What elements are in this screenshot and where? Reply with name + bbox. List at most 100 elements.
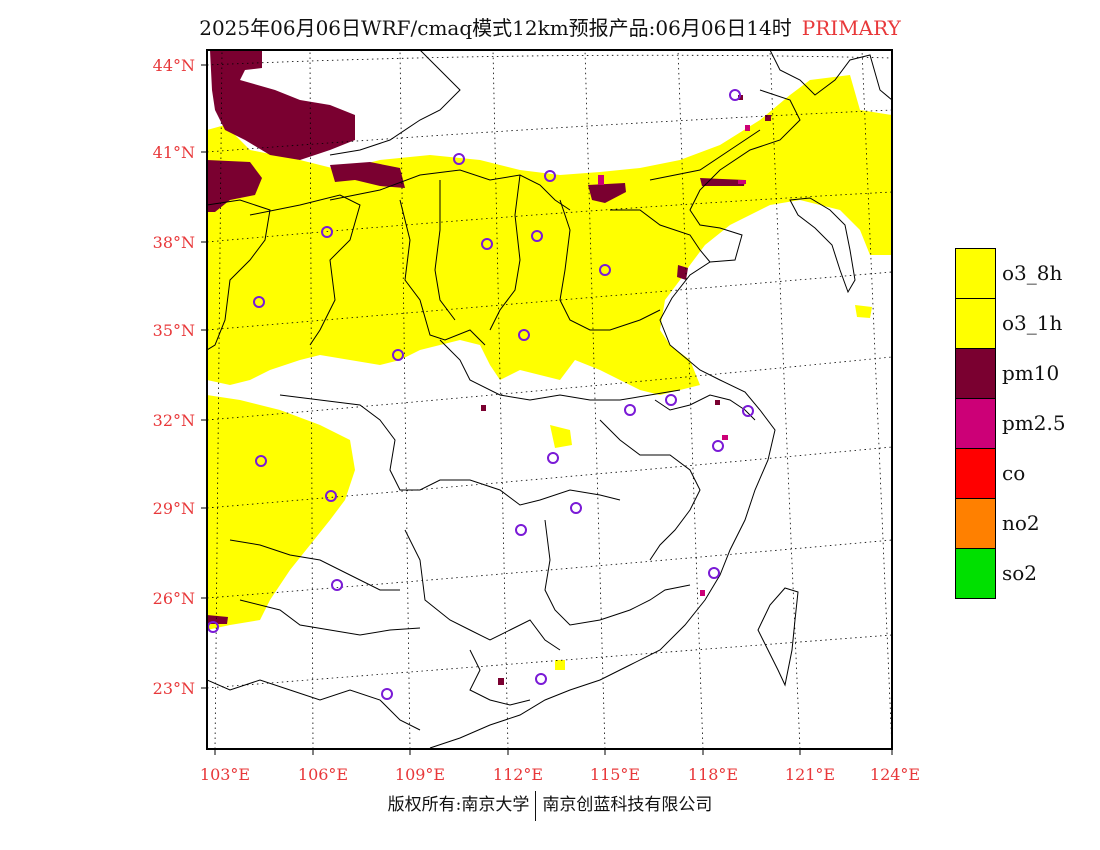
legend-label: co bbox=[1002, 461, 1026, 485]
province-line bbox=[279, 394, 621, 506]
pm25-pixel bbox=[745, 125, 750, 131]
pm25-pixel bbox=[722, 435, 728, 440]
legend-swatch bbox=[955, 448, 996, 499]
longitude-line bbox=[492, 50, 509, 749]
map-frame bbox=[206, 49, 893, 750]
legend-label: no2 bbox=[1002, 511, 1040, 535]
province-line bbox=[329, 169, 571, 211]
station-marker bbox=[712, 440, 724, 452]
legend-label: pm2.5 bbox=[1002, 411, 1066, 435]
legend-item-o3-1h: o3_1h bbox=[955, 298, 1085, 349]
legend-label: pm10 bbox=[1002, 361, 1060, 385]
ozone-patch bbox=[555, 660, 565, 670]
station-marker bbox=[392, 349, 404, 361]
province-line bbox=[610, 209, 711, 263]
lat-label-44n: 44°N bbox=[152, 56, 195, 75]
province-line bbox=[239, 599, 421, 636]
lon-label-121e: 121°E bbox=[784, 765, 836, 784]
pm10-region bbox=[588, 183, 626, 203]
station-marker bbox=[544, 170, 556, 182]
lon-label-124e: 124°E bbox=[869, 765, 921, 784]
province-line bbox=[404, 529, 561, 651]
station-marker bbox=[518, 329, 530, 341]
legend-swatch bbox=[955, 298, 996, 349]
lat-label-41n: 41°N bbox=[152, 143, 195, 162]
ozone-north-region bbox=[207, 75, 892, 395]
copyright-footer: 版权所有:南京大学 南京创蓝科技有限公司 bbox=[0, 790, 1100, 821]
legend-item-co: co bbox=[955, 448, 1085, 499]
pm10-pixel bbox=[715, 400, 720, 405]
legend-item-no2: no2 bbox=[955, 498, 1085, 549]
province-line bbox=[599, 419, 701, 561]
pm10-region bbox=[210, 50, 355, 160]
station-marker bbox=[547, 452, 559, 464]
title-text: 2025年06月06日WRF/cmaq模式12km预报产品:06月06日14时 bbox=[199, 16, 792, 40]
longitude-line bbox=[399, 50, 411, 749]
station-marker bbox=[255, 455, 267, 467]
graticule bbox=[207, 50, 892, 749]
station-marker bbox=[708, 567, 720, 579]
province-line bbox=[559, 199, 661, 331]
legend-label: o3_8h bbox=[1002, 261, 1063, 285]
pm10-pixel bbox=[765, 115, 771, 121]
border-northeast bbox=[769, 50, 892, 101]
legend-item-pm10: pm10 bbox=[955, 348, 1085, 399]
station-marker bbox=[535, 673, 547, 685]
station-marker bbox=[481, 238, 493, 250]
station-marker bbox=[331, 579, 343, 591]
pm25-pixel bbox=[700, 590, 705, 596]
lat-label-23n: 23°N bbox=[152, 679, 195, 698]
legend-swatch bbox=[955, 398, 996, 449]
station-marker bbox=[729, 89, 741, 101]
pm10-pixel bbox=[738, 95, 743, 100]
province-line bbox=[434, 180, 456, 321]
taiwan-outline bbox=[757, 587, 799, 687]
boundary-lines bbox=[207, 50, 892, 749]
province-line bbox=[469, 649, 531, 706]
station-marker bbox=[531, 230, 543, 242]
latitude-line bbox=[207, 109, 892, 153]
footer-divider bbox=[535, 790, 537, 821]
legend-swatch bbox=[955, 248, 996, 299]
station-marker bbox=[453, 153, 465, 165]
lon-label-109e: 109°E bbox=[394, 765, 446, 784]
pm10-region bbox=[700, 178, 745, 186]
station-marker bbox=[570, 502, 582, 514]
province-line bbox=[544, 519, 691, 626]
station-marker bbox=[381, 688, 393, 700]
station-marker bbox=[325, 490, 337, 502]
lon-label-118e: 118°E bbox=[687, 765, 739, 784]
lat-label-29n: 29°N bbox=[152, 499, 195, 518]
lon-label-103e: 103°E bbox=[199, 765, 251, 784]
lat-label-32n: 32°N bbox=[152, 411, 195, 430]
lat-label-26n: 26°N bbox=[152, 589, 195, 608]
legend-item-pm25: pm2.5 bbox=[955, 398, 1085, 449]
province-line bbox=[654, 394, 756, 421]
station-marker bbox=[253, 296, 265, 308]
station-marker bbox=[515, 524, 527, 536]
map-title: 2025年06月06日WRF/cmaq模式12km预报产品:06月06日14时 P… bbox=[0, 12, 1100, 41]
pm25-pixel bbox=[598, 175, 604, 185]
province-line bbox=[207, 199, 271, 351]
tick-marks bbox=[201, 64, 893, 755]
station-marker bbox=[321, 226, 333, 238]
legend-swatch bbox=[955, 498, 996, 549]
pm10-region bbox=[677, 265, 688, 280]
pm10-pixel bbox=[481, 405, 486, 411]
pm25-pixel bbox=[738, 180, 746, 184]
legend-swatch bbox=[955, 548, 996, 599]
copyright-left: 版权所有:南京大学 bbox=[387, 795, 530, 815]
legend-item-o3-8h: o3_8h bbox=[955, 248, 1085, 299]
station-marker bbox=[624, 404, 636, 416]
pm10-pixel bbox=[498, 678, 504, 685]
ozone-southwest-region bbox=[207, 395, 355, 630]
province-line bbox=[207, 679, 421, 731]
legend-label: so2 bbox=[1002, 561, 1038, 585]
lon-label-106e: 106°E bbox=[297, 765, 349, 784]
province-line bbox=[649, 129, 761, 181]
border-inner-north bbox=[329, 50, 461, 156]
station-marker bbox=[665, 394, 677, 406]
korea-outline bbox=[789, 197, 856, 294]
pm10-region bbox=[330, 162, 405, 188]
